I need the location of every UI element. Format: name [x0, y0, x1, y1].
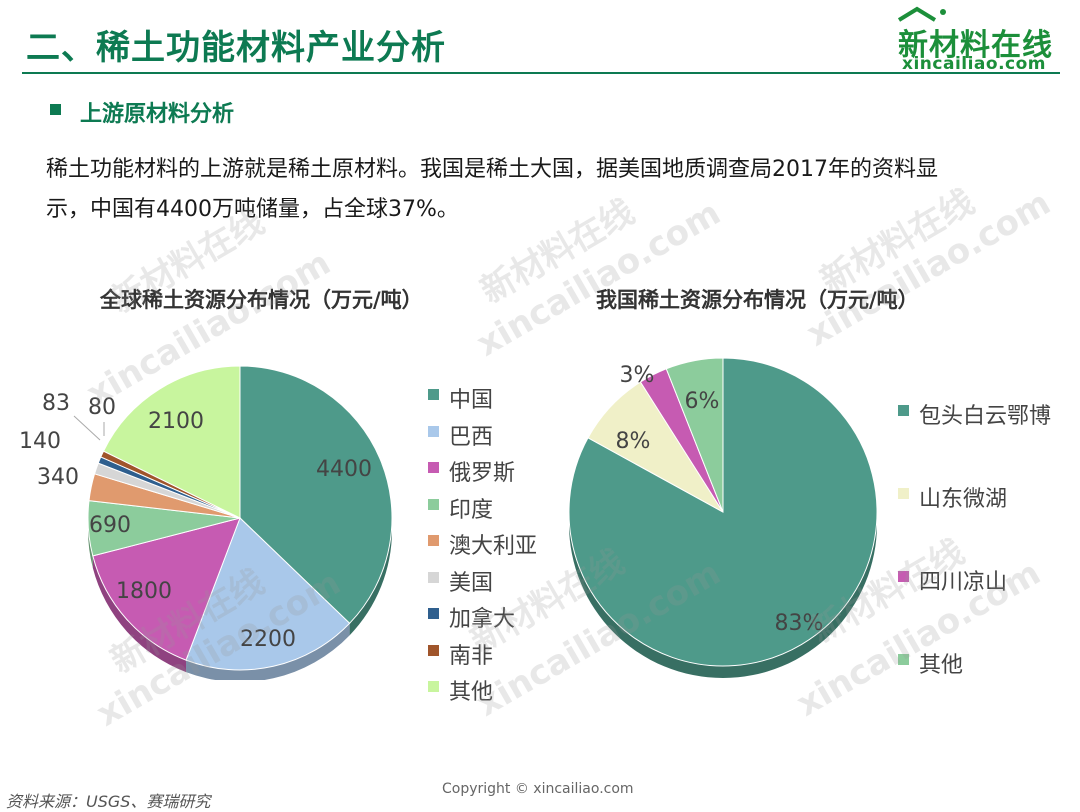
brand-logo: 新材料在线 xincailiao.com [890, 6, 1065, 74]
data-label-1: 8% [616, 429, 651, 454]
data-label-3: 690 [89, 513, 131, 538]
legend-label: 包头白云鄂博 [919, 404, 1052, 429]
legend-label: 山东微湖 [919, 487, 1008, 512]
data-label-5: 140 [19, 429, 61, 454]
legend-swatch [428, 462, 439, 473]
data-label-8: 2100 [148, 409, 204, 434]
section-body: 稀土功能材料的上游就是稀土原材料。我国是稀土大国，据美国地质调查局2017年的资… [46, 150, 1046, 230]
legend-swatch [898, 571, 909, 582]
data-label-3: 6% [685, 389, 720, 414]
legend-label: 中国 [449, 388, 494, 413]
legend-label: 四川凉山 [919, 570, 1008, 595]
body-line-2: 示，中国有4400万吨储量，占全球37%。 [46, 197, 459, 222]
logo-domain: xincailiao.com [902, 54, 1047, 74]
legend-swatch [428, 498, 439, 510]
legend-swatch [898, 654, 909, 665]
legend-swatch [428, 681, 439, 692]
legend-china: 包头白云鄂博 山东微湖四川凉山其他 [898, 398, 1073, 678]
legend-swatch [428, 644, 439, 656]
slice-side-0 [349, 518, 392, 636]
page-title: 二、稀土功能材料产业分析 [26, 28, 446, 68]
legend-label: 其他 [919, 653, 964, 678]
legend-swatch [898, 405, 909, 416]
legend-label: 俄罗斯 [449, 461, 516, 486]
title-divider [22, 72, 1060, 74]
legend-label: 美国 [449, 570, 494, 596]
pie-slice-1 [185, 517, 351, 671]
copyright-note: Copyright © xincailiao.com [442, 781, 634, 797]
source-note: 资料来源：USGS、赛瑞研究 [6, 792, 211, 811]
legend-label: 印度 [449, 497, 494, 523]
data-label-0: 83% [775, 611, 824, 636]
legend-label: 加拿大 [449, 607, 516, 632]
leader-line-6 [73, 415, 101, 441]
data-label-7: 80 [88, 395, 116, 420]
legend-swatch [428, 425, 439, 437]
legend-global: 中国巴西俄罗斯印度澳大利亚美国加拿大南非其他 [428, 382, 568, 712]
bullet-icon [50, 104, 61, 115]
pie-chart-global: 4400 2200 1800 690 340 140 83 80 2100 [19, 365, 393, 680]
pie-chart-china: 83% 8% 3% 6% [568, 357, 878, 678]
pie-slice-3 [665, 357, 724, 513]
legend-label: 南非 [449, 643, 494, 669]
pie-slice-0 [239, 365, 393, 625]
legend-swatch [898, 488, 909, 499]
data-label-1: 2200 [240, 627, 296, 652]
section-heading: 上游原材料分析 [80, 102, 235, 127]
chart-title-china: 我国稀土资源分布情况（万元/吨） [596, 288, 919, 312]
slice-side-2 [92, 555, 187, 673]
legend-swatch [428, 535, 439, 546]
data-label-2: 1800 [116, 579, 172, 604]
legend-swatch [428, 571, 439, 583]
pie-slice-2 [92, 517, 241, 661]
legend-label: 澳大利亚 [449, 534, 538, 559]
body-line-1: 稀土功能材料的上游就是稀土原材料。我国是稀土大国，据美国地质调查局2017年的资… [46, 157, 938, 182]
data-label-6: 83 [42, 391, 70, 416]
data-label-2: 3% [620, 363, 655, 388]
slice-side-1 [186, 623, 350, 680]
slice-side-3 [88, 518, 93, 568]
legend-label: 其他 [449, 680, 494, 705]
legend-swatch [428, 608, 439, 619]
legend-label: 巴西 [449, 424, 494, 450]
pie-slice-8 [102, 365, 241, 519]
data-label-0: 4400 [316, 457, 372, 482]
logo-text: 新材料在线 [898, 28, 1053, 63]
legend-swatch [428, 389, 439, 400]
chart-title-global: 全球稀土资源分布情况（万元/吨） [100, 288, 423, 312]
data-label-4: 340 [37, 465, 79, 490]
logo-roof-icon [897, 6, 946, 22]
